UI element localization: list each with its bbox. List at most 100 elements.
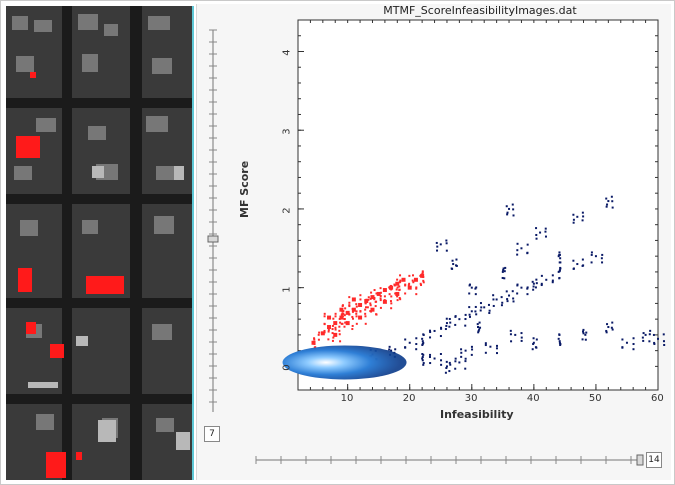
scatter-point <box>348 296 351 299</box>
scatter-point <box>470 353 473 356</box>
scatter-point <box>621 338 624 341</box>
scatter-point <box>373 298 376 301</box>
scatter-point <box>421 272 424 275</box>
scatter-point <box>454 367 457 370</box>
scatter-point <box>581 211 584 214</box>
scatter-point <box>642 339 645 342</box>
scatter-point <box>516 253 519 256</box>
scatter-point <box>526 251 529 254</box>
horizontal-slider-ticks <box>255 456 632 464</box>
scatter-point <box>544 230 547 233</box>
scatter-point <box>508 207 511 210</box>
scatter-point <box>367 298 370 301</box>
image-preview-panel[interactable] <box>6 6 194 480</box>
scatter-point <box>415 343 418 346</box>
scatter-point <box>445 360 448 363</box>
scatter-point <box>484 342 487 345</box>
scatter-point <box>511 290 514 293</box>
scatter-point <box>334 315 337 318</box>
scatter-point <box>464 313 467 316</box>
scatter-point <box>540 284 543 287</box>
scatter-point <box>338 317 341 320</box>
scatter-point <box>370 291 373 294</box>
scatter-point <box>607 200 610 203</box>
scatter-point <box>343 317 346 320</box>
scatter-point <box>500 296 503 299</box>
vertical-slider-thumb[interactable] <box>207 235 219 243</box>
scatter-point <box>404 292 407 295</box>
scatter-point <box>369 297 372 300</box>
scatter-point <box>398 289 401 292</box>
scatter-point <box>332 317 335 320</box>
scatter-point <box>433 357 436 360</box>
scatter-point <box>407 285 412 290</box>
scatter-point <box>358 315 363 320</box>
scatter-point <box>512 208 515 211</box>
scatter-point <box>464 360 467 363</box>
scatter-point <box>323 322 326 325</box>
scatter-point <box>404 284 407 287</box>
scatter-point <box>526 287 529 290</box>
scatter-point <box>366 306 369 309</box>
scatter-point <box>520 339 523 342</box>
scatter-point <box>439 353 442 356</box>
scatter-point <box>399 274 402 277</box>
scatter-point <box>398 296 401 299</box>
scatter-point <box>338 329 341 332</box>
scatter-point <box>460 355 463 358</box>
scatter-point <box>500 304 503 307</box>
scatter-point <box>327 325 332 330</box>
scatter-point <box>390 307 393 310</box>
scatter-point <box>532 341 535 344</box>
scatter-point <box>581 258 584 261</box>
scatter-point <box>421 356 424 359</box>
scatter-point <box>343 314 346 317</box>
scatter-point <box>341 310 344 313</box>
scatter-point <box>364 315 367 318</box>
scatter-point <box>653 341 656 344</box>
scatter-point <box>610 326 613 329</box>
scatter-point <box>445 249 448 252</box>
scatter-point <box>532 337 535 340</box>
scatter-point <box>331 332 334 335</box>
scatter-point <box>452 263 455 266</box>
scatter-point <box>474 305 477 308</box>
scatter-point <box>516 284 519 287</box>
scatter-point <box>476 323 479 326</box>
scatter-point <box>408 274 411 277</box>
horizontal-slider-thumb[interactable] <box>636 454 644 466</box>
scatter-point <box>334 321 337 324</box>
scatter-point <box>314 346 317 349</box>
scatter-point <box>379 299 382 302</box>
scatter-point <box>364 322 367 325</box>
scatter-point <box>439 243 442 246</box>
scatter-point <box>641 336 644 339</box>
scatter-point <box>393 284 396 287</box>
scatter-point <box>512 214 515 217</box>
scatter-point <box>370 307 375 312</box>
scatter-point <box>503 277 506 280</box>
plot-title: MTMF_ScoreInfeasibilityImages.dat <box>383 4 577 17</box>
scatter-point <box>390 295 393 298</box>
scatter-point <box>464 318 467 321</box>
scatter-point <box>516 249 519 252</box>
scatter-point <box>323 329 326 332</box>
scatter-point <box>601 253 604 256</box>
scatter-point <box>396 278 399 281</box>
scatter-point <box>428 329 431 332</box>
scatter-point <box>332 336 335 339</box>
scatter-point <box>648 333 651 336</box>
scatter-point <box>448 361 451 364</box>
scatter-point <box>464 357 467 360</box>
vertical-slider-value[interactable]: 7 <box>204 426 220 442</box>
y-tick-label: 4 <box>281 49 293 57</box>
scatter-point <box>320 331 325 336</box>
scatter-point <box>379 297 382 300</box>
scatter-point <box>341 315 344 318</box>
scatter-point <box>327 328 330 331</box>
scatter-point <box>516 242 519 245</box>
horizontal-slider-value[interactable]: 14 <box>646 452 662 468</box>
scatter-point <box>376 291 381 296</box>
scatter-point <box>398 285 401 288</box>
scatter-point <box>559 257 562 260</box>
